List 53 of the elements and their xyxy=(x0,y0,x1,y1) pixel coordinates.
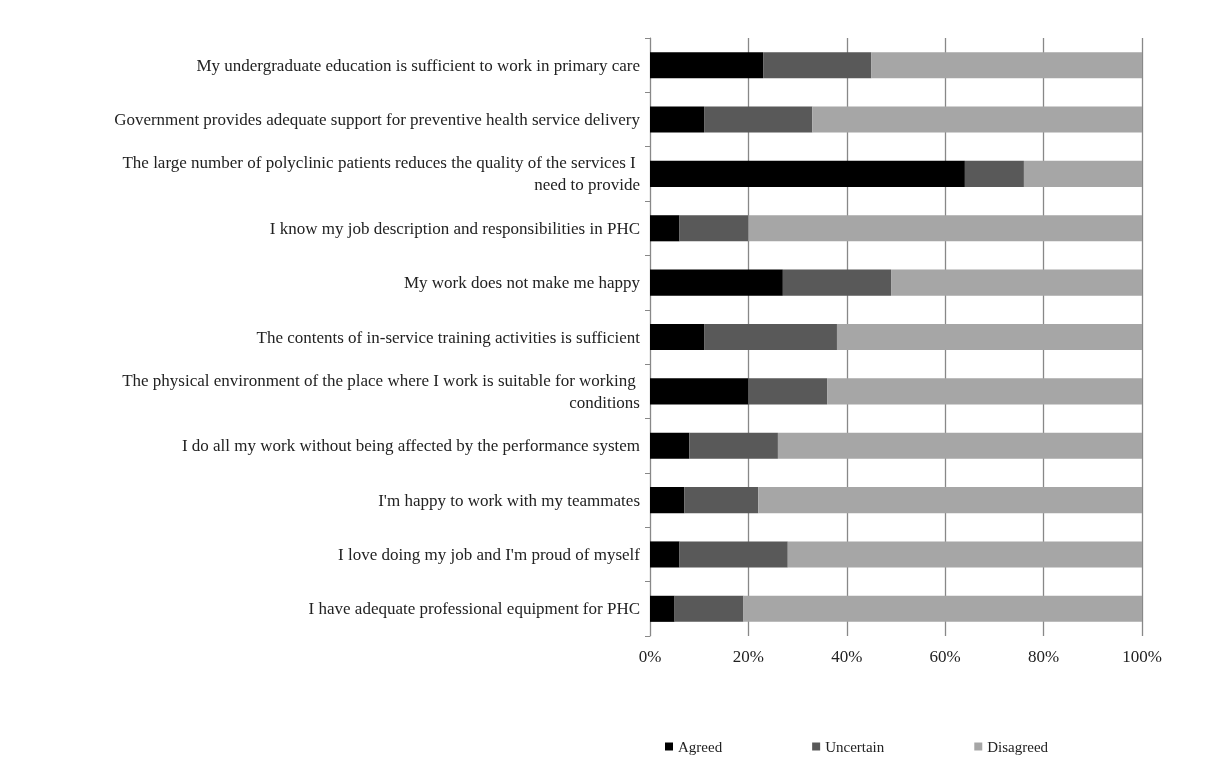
y-tick-label: My undergraduate education is sufficient to work in primary care xyxy=(196,55,640,75)
x-tick-label: 0% xyxy=(638,647,662,666)
bar xyxy=(650,378,749,405)
y-tick-label: I love doing my job and I'm proud of myself xyxy=(338,544,641,564)
bar xyxy=(748,215,1142,242)
bar xyxy=(964,160,1024,187)
bar xyxy=(777,432,1142,459)
y-tick-label: The contents of in-service training activities is sufficient xyxy=(256,327,641,347)
bar xyxy=(891,269,1142,296)
x-tick-label: 40% xyxy=(831,647,863,666)
bar xyxy=(679,541,788,568)
bar xyxy=(1023,160,1142,187)
x-tick-label: 60% xyxy=(929,647,961,666)
bar xyxy=(748,378,828,405)
y-tick-label: I know my job description and responsibilities in PHC xyxy=(269,218,640,238)
bar xyxy=(650,432,690,459)
y-tick-label: The large number of polyclinic patients reduces the quality of the services I need to provide xyxy=(122,153,640,195)
bar xyxy=(650,269,783,296)
bar xyxy=(650,541,680,568)
bar xyxy=(650,323,705,351)
x-tick-label: 80% xyxy=(1028,647,1060,666)
x-tick-label: 100% xyxy=(1122,647,1162,666)
y-tick-label: My work does not make me happy xyxy=(403,273,641,293)
bar xyxy=(650,215,680,242)
bar xyxy=(704,323,837,351)
bar xyxy=(679,215,749,242)
y-tick-label: I'm happy to work with my teammates xyxy=(378,490,640,510)
bar xyxy=(827,378,1142,405)
bar xyxy=(650,487,685,514)
bar xyxy=(650,595,675,622)
y-tick-label: I have adequate professional equipment for PHC xyxy=(308,599,640,619)
x-tick-label: 20% xyxy=(732,647,764,666)
bar xyxy=(812,106,1142,133)
bar xyxy=(763,52,872,79)
y-tick-label: Government provides adequate support for preventive health service delivery xyxy=(114,110,641,130)
legend-label: Disagreed xyxy=(987,738,1049,755)
bar xyxy=(650,106,705,133)
bar xyxy=(871,52,1142,79)
bar xyxy=(836,323,1142,351)
bar xyxy=(674,595,744,622)
bar xyxy=(743,595,1142,622)
bar xyxy=(650,160,965,187)
y-tick-label: The physical environment of the place where I work is suitable for working conditions xyxy=(122,370,640,412)
bar xyxy=(689,432,778,459)
y-tick-label: I do all my work without being affected by the performance system xyxy=(181,436,640,456)
bar xyxy=(684,487,759,514)
bar xyxy=(650,52,764,79)
bar xyxy=(787,541,1142,568)
legend-label: Agreed xyxy=(678,738,723,755)
bar xyxy=(782,269,892,296)
bar xyxy=(704,106,813,133)
bar xyxy=(758,487,1142,514)
legend-label: Uncertain xyxy=(825,738,885,755)
